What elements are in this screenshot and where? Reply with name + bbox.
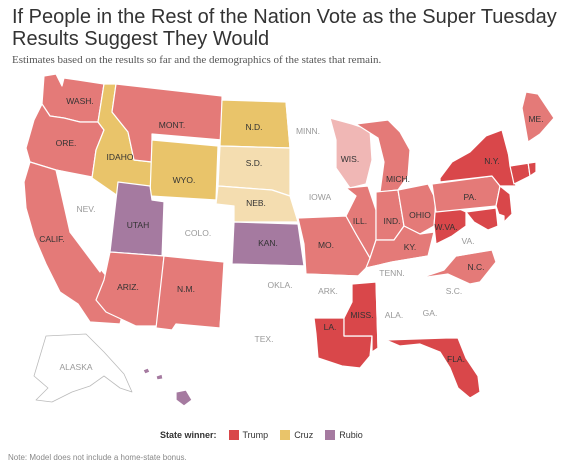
- label-ark: ARK.: [318, 286, 338, 296]
- label-ariz: ARIZ.: [117, 282, 139, 292]
- label-ind: IND.: [384, 216, 401, 226]
- label-nd: N.D.: [246, 122, 263, 132]
- label-mo: MO.: [318, 240, 334, 250]
- label-wyo: WYO.: [173, 175, 196, 185]
- label-tex: TEX.: [255, 334, 274, 344]
- state-wyo: [149, 139, 219, 201]
- label-ky: KY.: [404, 242, 417, 252]
- label-fla: FLA.: [447, 354, 465, 364]
- legend: State winner: Trump Cruz Rubio: [160, 428, 363, 442]
- legend-item-trump: Trump: [228, 430, 269, 440]
- label-mont: MONT.: [159, 120, 185, 130]
- legend-label-trump: Trump: [242, 430, 269, 440]
- label-ore: ORE.: [56, 138, 77, 148]
- label-nm: N.M.: [177, 284, 195, 294]
- label-ill: ILL.: [353, 216, 367, 226]
- label-ohio: OHIO: [409, 210, 431, 220]
- legend-swatch-cruz: [280, 430, 291, 440]
- legend-heading: State winner:: [160, 430, 217, 440]
- legend-item-cruz: Cruz: [280, 430, 313, 440]
- state-nc: [419, 249, 497, 285]
- label-alaska: ALASKA: [59, 362, 92, 372]
- label-sd: S.D.: [246, 158, 263, 168]
- state-ri: [527, 161, 537, 177]
- state-de: [497, 213, 505, 229]
- label-neb: NEB.: [246, 198, 266, 208]
- label-ga: GA.: [423, 308, 438, 318]
- state-md: [465, 207, 499, 231]
- label-utah: UTAH: [127, 220, 150, 230]
- state-wis: [329, 117, 373, 189]
- label-me: ME.: [528, 114, 543, 124]
- label-la: LA.: [324, 322, 337, 332]
- map-title: If People in the Rest of the Nation Vote…: [12, 6, 557, 50]
- label-idaho: IDAHO: [107, 152, 134, 162]
- label-nc: N.C.: [468, 262, 485, 272]
- legend-label-rubio: Rubio: [339, 430, 363, 440]
- label-sc: S.C.: [446, 286, 463, 296]
- state-neb: [215, 185, 299, 223]
- state-nm: [155, 255, 225, 331]
- legend-swatch-trump: [228, 430, 239, 440]
- label-ny: N.Y.: [484, 156, 499, 166]
- label-kan: KAN.: [258, 238, 278, 248]
- state-fla: [385, 337, 481, 399]
- state-alaska: [33, 333, 133, 403]
- state-vt: [501, 121, 515, 151]
- label-va: VA.: [461, 236, 474, 246]
- label-colo: COLO.: [185, 228, 211, 238]
- state-tex: [177, 271, 317, 413]
- map-subtitle: Estimates based on the results so far an…: [12, 54, 382, 66]
- label-mich: MICH.: [386, 174, 410, 184]
- label-okla: OKLA.: [267, 280, 292, 290]
- label-iowa: IOWA: [309, 192, 332, 202]
- label-pa: PA.: [463, 192, 476, 202]
- state-me: [521, 91, 555, 143]
- label-nev: NEV.: [76, 204, 95, 214]
- label-calif: CALIF.: [39, 234, 65, 244]
- state-mass: [507, 145, 545, 167]
- label-tenn: TENN.: [379, 268, 405, 278]
- label-ala: ALA.: [385, 310, 403, 320]
- label-wash: WASH.: [66, 96, 94, 106]
- legend-item-rubio: Rubio: [325, 430, 363, 440]
- label-wis: WIS.: [341, 154, 359, 164]
- label-wva: W.VA.: [435, 222, 458, 232]
- state-ny: [439, 129, 517, 187]
- legend-label-cruz: Cruz: [294, 430, 314, 440]
- footnote: Note: Model does not include a home-stat…: [8, 453, 187, 462]
- label-minn: MINN.: [296, 126, 320, 136]
- label-miss: MISS.: [350, 310, 373, 320]
- state-nh: [513, 109, 529, 149]
- state-hawaii: [142, 367, 193, 407]
- legend-swatch-rubio: [325, 430, 336, 440]
- state-mich: [355, 119, 411, 193]
